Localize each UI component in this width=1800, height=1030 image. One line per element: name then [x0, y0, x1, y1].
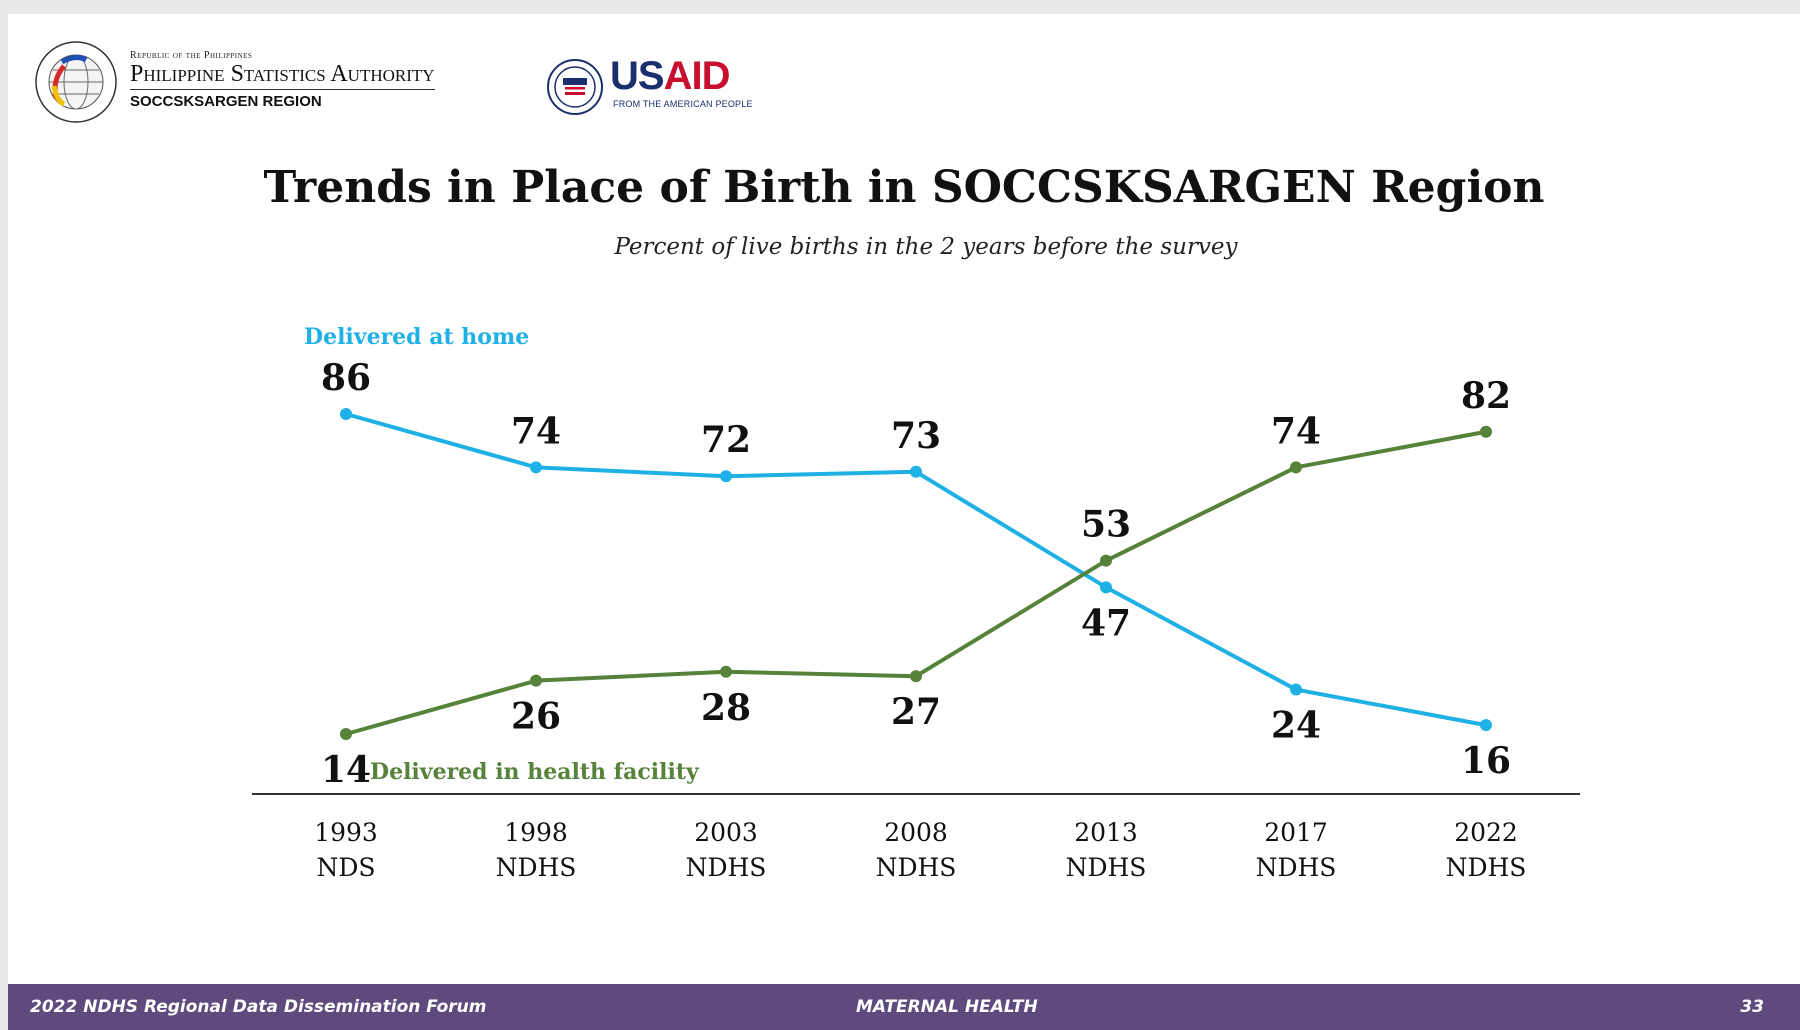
data-point: [1480, 425, 1492, 438]
data-label: 86: [321, 357, 371, 399]
psa-logo: [35, 41, 117, 123]
footer-page-number: 33: [1740, 997, 1764, 1017]
data-label: 14: [321, 749, 371, 791]
data-label: 47: [1081, 602, 1131, 644]
data-point: [530, 461, 542, 474]
usaid-wordmark: USAID: [610, 54, 731, 98]
data-point: [1480, 719, 1492, 732]
data-label: 72: [701, 419, 751, 461]
x-tick-label: 1993: [314, 818, 378, 847]
data-label: 28: [701, 687, 751, 729]
usaid-tagline: FROM THE AMERICAN PEOPLE: [613, 99, 753, 109]
data-point: [720, 665, 732, 678]
data-label: 74: [511, 410, 561, 452]
data-label: 74: [1271, 410, 1321, 452]
line-chart: 1993 NDS 1998 NDHS 2003 NDHS 2008 NDHS 2013 NDHS 2…: [252, 324, 1580, 882]
legend-label-facility: Delivered in health facility: [370, 759, 700, 785]
usaid-seal-icon: [547, 59, 603, 115]
x-tick-label: NDHS: [876, 853, 957, 882]
usaid-us: US: [610, 54, 665, 98]
data-point: [910, 465, 922, 478]
x-tick-label: 2008: [884, 818, 948, 847]
footer-forum-label: 2022 NDHS Regional Data Dissemination Fo…: [30, 997, 487, 1017]
data-label: 82: [1461, 375, 1511, 417]
data-point: [910, 670, 922, 683]
data-point: [1290, 683, 1302, 696]
x-tick-label: NDHS: [686, 853, 767, 882]
x-tick-label: 2013: [1074, 818, 1138, 847]
data-label: 16: [1461, 740, 1511, 782]
x-tick-label: 1998: [504, 818, 568, 847]
data-point: [1100, 581, 1112, 594]
x-tick-label: NDHS: [1066, 853, 1147, 882]
x-tick-label: NDHS: [1256, 853, 1337, 882]
header: Republic of the Philippines Philippine S…: [26, 26, 786, 123]
x-tick-label: 2022: [1454, 818, 1518, 847]
slide: Republic of the Philippines Philippine S…: [8, 14, 1800, 1030]
chart-subtitle: Percent of live births in the 2 years be…: [614, 234, 1238, 260]
x-tick-label: NDHS: [1446, 853, 1527, 882]
usaid-aid: AID: [663, 54, 731, 98]
legend-label-home: Delivered at home: [304, 324, 529, 350]
data-label: 24: [1271, 705, 1321, 747]
data-point: [720, 470, 732, 483]
data-point: [1100, 554, 1112, 567]
data-point: [530, 674, 542, 687]
data-label: 27: [891, 691, 941, 733]
footer-section-label: MATERNAL HEALTH: [856, 997, 1038, 1017]
x-tick-label: 2003: [694, 818, 758, 847]
region-name: SOCCSKSARGEN REGION: [130, 93, 322, 110]
data-label: 73: [891, 415, 941, 457]
x-tick-label: NDHS: [496, 853, 577, 882]
footer-bar: 2022 NDHS Regional Data Dissemination Fo…: [8, 984, 1800, 1030]
data-point: [340, 408, 352, 420]
x-tick-label: 2017: [1264, 818, 1328, 847]
x-tick-label: NDS: [316, 853, 375, 882]
data-point: [1290, 461, 1302, 474]
psa-wordmark: Republic of the Philippines Philippine S…: [130, 50, 435, 110]
data-label: 26: [511, 696, 561, 738]
republic-label: Republic of the Philippines: [130, 50, 253, 61]
data-point: [340, 728, 352, 740]
data-label: 53: [1081, 504, 1131, 546]
chart-title: Trends in Place of Birth in SOCCSKSARGEN…: [263, 162, 1545, 213]
agency-name: Philippine Statistics Authority: [130, 61, 435, 90]
